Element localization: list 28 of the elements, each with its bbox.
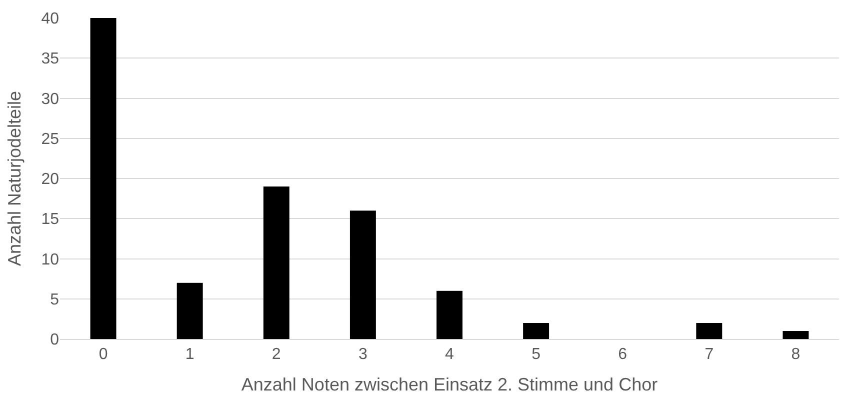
- y-tick-label: 0: [50, 332, 60, 349]
- x-tick-label: 7: [704, 346, 714, 364]
- bar: [436, 290, 462, 339]
- x-tick-label: 6: [618, 346, 628, 364]
- bar: [90, 18, 116, 339]
- bar: [176, 282, 203, 339]
- x-axis-title: Anzahl Noten zwischen Einsatz 2. Stimme und Chor: [241, 374, 658, 394]
- bar: [782, 330, 809, 339]
- y-tick-label: 25: [41, 130, 60, 148]
- y-tick-label: 5: [50, 291, 60, 308]
- bar: [523, 322, 550, 339]
- x-tick-label: 5: [532, 346, 541, 364]
- x-tick-label: 1: [185, 346, 194, 364]
- bar: [263, 186, 290, 339]
- y-tick-label: 15: [41, 211, 60, 228]
- y-tick-label: 10: [41, 251, 60, 268]
- x-tick-label: 4: [445, 346, 454, 364]
- y-tick-label: 30: [41, 90, 60, 108]
- y-tick-label: 40: [41, 10, 60, 28]
- bar: [696, 322, 722, 339]
- x-tick-label: 3: [358, 346, 368, 364]
- x-tick-label: 0: [98, 346, 108, 364]
- y-tick-label: 35: [41, 50, 60, 68]
- x-tick-label: 2: [272, 346, 281, 364]
- y-axis-title: Anzahl Naturjodelteile: [4, 90, 24, 266]
- x-tick-label: 8: [791, 346, 800, 364]
- bar: [350, 210, 376, 339]
- y-tick-label: 20: [41, 171, 60, 188]
